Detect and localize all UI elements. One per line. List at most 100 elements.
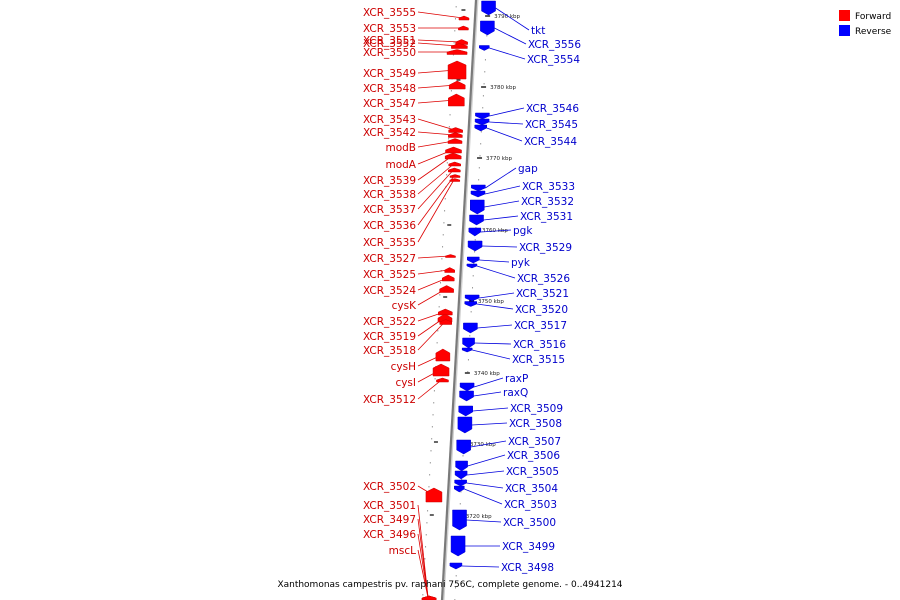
guide-dot	[454, 30, 456, 32]
gene-feature-reverse	[454, 470, 468, 480]
gene-feature-reverse	[469, 214, 484, 226]
gene-label-reverse: XCR_3556	[528, 39, 581, 51]
leader-line-reverse	[479, 292, 515, 299]
gene-feature-reverse	[475, 112, 490, 120]
leader-line-reverse	[489, 107, 525, 117]
gene-label-reverse: XCR_3504	[505, 483, 558, 495]
leader-line-reverse	[476, 303, 514, 310]
gene-feature-forward	[448, 132, 463, 138]
guide-dot	[440, 282, 442, 284]
gene-feature-reverse	[449, 562, 463, 570]
leader-line-forward	[417, 379, 442, 400]
gene-label-reverse: XCR_3554	[527, 54, 580, 66]
leader-line-forward	[417, 163, 454, 195]
genome-caption: Xanthomonas campestris pv. raphani 756C,…	[277, 580, 622, 590]
gene-label-forward: XCR_3539	[363, 175, 416, 187]
gene-label-reverse: XCR_3532	[521, 196, 574, 208]
gene-feature-forward	[436, 377, 449, 383]
gene-label-reverse: XCR_3507	[508, 436, 561, 448]
gene-label-forward: XCR_3542	[363, 127, 416, 139]
leader-line-reverse	[483, 215, 519, 221]
gene-label-forward: XCR_3535	[363, 237, 416, 249]
gene-feature-reverse	[463, 322, 478, 334]
guide-dot	[448, 126, 450, 128]
gene-feature-forward	[445, 146, 462, 154]
gene-label-forward: XCR_3496	[363, 529, 416, 541]
leader-line-reverse	[467, 470, 505, 476]
leader-line-forward	[417, 255, 450, 259]
guide-dot	[483, 83, 485, 85]
guide-dot	[428, 486, 430, 488]
guide-dot	[448, 138, 450, 140]
legend: Forward Reverse	[839, 10, 892, 37]
gene-label-forward: cysK	[392, 300, 417, 312]
guide-dot	[482, 95, 484, 97]
gene-feature-reverse	[468, 227, 482, 237]
gene-label-forward: XCR_3519	[363, 331, 416, 343]
guide-dot	[426, 522, 428, 524]
gene-feature-forward	[425, 487, 443, 503]
leader-line-reverse	[470, 440, 507, 448]
gene-label-forward: XCR_3522	[363, 316, 416, 328]
tick-label: 3740 kbp	[474, 371, 500, 377]
guide-dot	[482, 107, 484, 109]
gene-label-reverse: XCR_3516	[513, 339, 566, 351]
gene-label-forward: XCR_3518	[363, 345, 416, 357]
leader-line-forward	[417, 11, 464, 19]
leader-line-reverse	[494, 27, 527, 45]
gene-label-forward: XCR_3553	[363, 23, 416, 35]
gene-label-forward: XCR_3550	[363, 47, 416, 59]
leader-line-forward	[417, 179, 455, 243]
leader-line-forward	[417, 131, 455, 136]
leader-line-reverse	[473, 391, 502, 397]
gene-label-forward: XCR_3497	[363, 514, 416, 526]
tick-label: 3750 kbp	[478, 299, 504, 305]
leader-line-reverse	[471, 422, 508, 426]
guide-dot	[484, 59, 486, 61]
gene-label-reverse: XCR_3531	[520, 211, 573, 223]
leader-line-reverse	[495, 7, 530, 31]
gene-label-forward: XCR_3527	[363, 253, 416, 265]
leader-line-forward	[417, 549, 429, 599]
guide-dot	[486, 35, 488, 37]
gene-feature-reverse	[480, 20, 495, 36]
guide-dot	[444, 210, 446, 212]
gene-feature-reverse	[462, 337, 475, 349]
gene-label-reverse: XCR_3508	[509, 418, 562, 430]
guide-dot	[446, 162, 448, 164]
guide-dot	[450, 90, 452, 92]
gene-feature-reverse	[454, 479, 467, 487]
guide-dot	[480, 131, 482, 133]
gene-label-reverse: XCR_3533	[522, 181, 575, 193]
guide-dot	[432, 414, 434, 416]
guide-dot	[433, 402, 435, 404]
leader-line-reverse	[472, 349, 511, 360]
gene-feature-forward	[446, 49, 468, 55]
leader-line-reverse	[473, 377, 504, 388]
leader-line-reverse	[485, 167, 517, 189]
leader-line-reverse	[484, 185, 521, 195]
gene-feature-forward	[447, 60, 467, 80]
gene-feature-reverse	[454, 485, 465, 493]
gene-feature-reverse	[471, 184, 486, 192]
gene-label-reverse: XCR_3505	[506, 466, 559, 478]
gene-label-reverse: XCR_3520	[515, 304, 568, 316]
gene-feature-forward	[439, 285, 454, 293]
gene-feature-reverse	[474, 118, 490, 126]
guide-dot	[472, 275, 474, 277]
gene-label-reverse: XCR_3509	[510, 403, 563, 415]
guide-dot	[455, 575, 457, 577]
gene-feature-reverse	[467, 256, 480, 264]
gene-label-reverse: tkt	[531, 25, 545, 37]
gene-feature-forward	[445, 254, 456, 258]
guide-dot	[444, 198, 446, 200]
guide-dot	[423, 582, 425, 584]
leader-line-reverse	[489, 121, 524, 125]
leader-line-forward	[417, 118, 455, 131]
gene-feature-reverse	[467, 240, 483, 252]
guide-dot	[446, 174, 448, 176]
legend-swatch-reverse	[839, 25, 850, 36]
guide-dot	[437, 330, 439, 332]
guide-dot	[462, 455, 464, 457]
